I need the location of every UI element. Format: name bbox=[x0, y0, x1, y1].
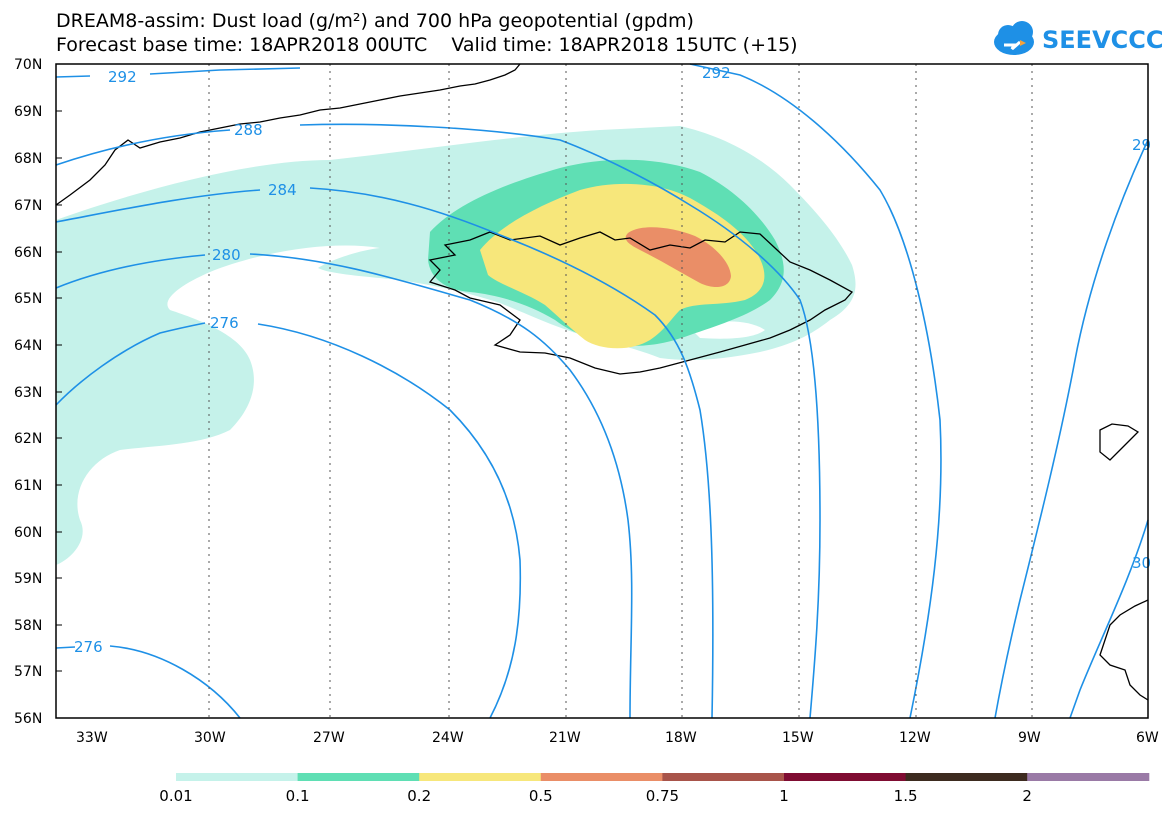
lon-labels: 33W 30W 27W 24W 21W 18W 15W 12W 9W 6W bbox=[76, 730, 1159, 746]
lat-label: 68N bbox=[14, 151, 42, 167]
legend-swatch bbox=[1027, 773, 1150, 781]
legend-swatch bbox=[176, 773, 299, 781]
lon-label: 33W bbox=[76, 730, 108, 746]
lon-label: 27W bbox=[313, 730, 345, 746]
legend-swatch bbox=[540, 773, 663, 781]
lat-label: 70N bbox=[14, 57, 42, 73]
lon-label: 24W bbox=[432, 730, 464, 746]
lon-label: 9W bbox=[1018, 730, 1041, 746]
contour-284 bbox=[55, 187, 714, 719]
lat-label: 61N bbox=[14, 478, 42, 494]
lat-label: 69N bbox=[14, 104, 42, 120]
lat-label: 60N bbox=[14, 525, 42, 541]
contour-label: 284 bbox=[268, 181, 297, 199]
contour-292-west bbox=[55, 67, 301, 78]
legend-label: 0.5 bbox=[529, 787, 553, 805]
map-title-line1: DREAM8-assim: Dust load (g/m²) and 700 h… bbox=[56, 10, 694, 32]
cloud-icon bbox=[994, 21, 1034, 55]
lon-label: 6W bbox=[1136, 730, 1159, 746]
map-title-line2: Forecast base time: 18APR2018 00UTC Vali… bbox=[56, 34, 798, 56]
contour-label: 292 bbox=[702, 64, 731, 82]
legend-label: 2 bbox=[1022, 787, 1032, 805]
legend-label: 0.01 bbox=[159, 787, 192, 805]
greenland-coast bbox=[55, 63, 521, 206]
map-frame bbox=[55, 63, 1149, 719]
contour-276-south bbox=[55, 645, 241, 719]
lat-label: 57N bbox=[14, 664, 42, 680]
lat-labels: 70N 69N 68N 67N 66N 65N 64N 63N 62N 61N … bbox=[14, 57, 42, 727]
legend-swatch bbox=[905, 773, 1028, 781]
faroe-coast bbox=[1099, 423, 1140, 461]
scotland-coast bbox=[1099, 599, 1149, 701]
legend-label: 0.75 bbox=[646, 787, 679, 805]
dust-band-0-5 bbox=[625, 227, 731, 288]
contour-276 bbox=[55, 322, 522, 719]
lat-label: 58N bbox=[14, 618, 42, 634]
logo-text: SEEVCCC bbox=[1042, 26, 1164, 54]
contour-label: 288 bbox=[234, 121, 263, 139]
contour-300-east bbox=[1069, 519, 1149, 719]
lat-label: 67N bbox=[14, 198, 42, 214]
lon-label: 18W bbox=[665, 730, 697, 746]
contour-labels: 292 292 288 284 280 276 276 29 30 bbox=[74, 64, 1151, 656]
lon-label: 12W bbox=[899, 730, 931, 746]
lat-label: 63N bbox=[14, 385, 42, 401]
legend-label: 0.1 bbox=[286, 787, 310, 805]
legend-swatch bbox=[419, 773, 542, 781]
legend-swatch bbox=[784, 773, 907, 781]
lat-label: 66N bbox=[14, 245, 42, 261]
legend-label: 1.5 bbox=[894, 787, 918, 805]
dust-band-0-2 bbox=[480, 183, 765, 349]
contour-292-east bbox=[689, 63, 942, 719]
lat-label: 56N bbox=[14, 711, 42, 727]
color-legend: 0.01 0.1 0.2 0.5 0.75 1 1.5 2 bbox=[159, 773, 1150, 805]
lat-label: 59N bbox=[14, 571, 42, 587]
legend-label: 1 bbox=[779, 787, 789, 805]
seevccc-logo: SEEVCCC bbox=[994, 21, 1164, 55]
contour-280 bbox=[55, 253, 633, 719]
contour-label: 292 bbox=[108, 68, 137, 86]
legend-label: 0.2 bbox=[407, 787, 431, 805]
legend-swatch bbox=[297, 773, 420, 781]
lat-axis bbox=[56, 63, 62, 672]
contour-288 bbox=[55, 123, 821, 719]
contour-label: 276 bbox=[74, 638, 103, 656]
contour-label: 276 bbox=[210, 314, 239, 332]
lat-label: 65N bbox=[14, 291, 42, 307]
dust-load-shading bbox=[56, 126, 856, 565]
contour-label: 280 bbox=[212, 246, 241, 264]
lat-label: 62N bbox=[14, 431, 42, 447]
contour-label: 29 bbox=[1132, 136, 1151, 154]
contour-296-east bbox=[994, 139, 1149, 719]
geopotential-contours bbox=[55, 63, 1149, 719]
lon-label: 30W bbox=[194, 730, 226, 746]
contour-label: 30 bbox=[1132, 554, 1151, 572]
lon-label: 21W bbox=[549, 730, 581, 746]
legend-swatch bbox=[662, 773, 785, 781]
lat-label: 64N bbox=[14, 338, 42, 354]
lon-label: 15W bbox=[782, 730, 814, 746]
